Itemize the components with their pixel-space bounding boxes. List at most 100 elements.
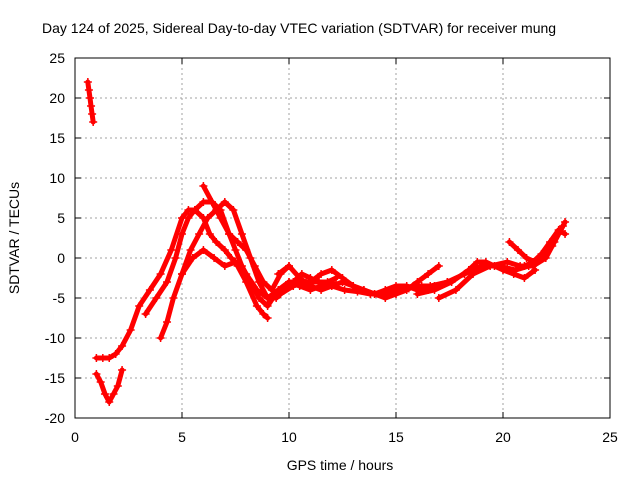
data-point xyxy=(220,246,229,254)
data-point xyxy=(327,282,336,290)
x-tick-label: 5 xyxy=(178,429,186,445)
data-point xyxy=(135,302,144,310)
data-point xyxy=(89,118,98,126)
data-point xyxy=(167,246,176,254)
data-point xyxy=(212,238,221,246)
y-tick-label: -20 xyxy=(45,410,65,426)
data-point xyxy=(503,258,512,266)
data-point xyxy=(242,270,251,278)
data-point xyxy=(109,390,118,398)
plot-frame xyxy=(74,57,611,419)
x-tick-label: 0 xyxy=(71,429,79,445)
data-point xyxy=(105,354,114,362)
data-point xyxy=(87,102,96,110)
data-point xyxy=(190,206,199,214)
data-point xyxy=(252,302,261,310)
y-tick-label: -5 xyxy=(53,290,66,306)
data-point xyxy=(205,230,214,238)
data-point xyxy=(259,278,268,286)
y-tick-label: -15 xyxy=(45,370,65,386)
data-point xyxy=(178,230,186,238)
data-point xyxy=(207,198,216,206)
data-point xyxy=(195,230,204,238)
data-point xyxy=(233,238,242,246)
data-point xyxy=(199,198,208,206)
grid-lines xyxy=(75,58,610,418)
data-point xyxy=(338,274,347,282)
data-point xyxy=(111,350,120,358)
y-tick-label: 20 xyxy=(49,90,65,106)
y-tick-label: 15 xyxy=(49,130,65,146)
data-point xyxy=(409,282,418,290)
data-point xyxy=(113,382,122,390)
chart-title: Day 124 of 2025, Sidereal Day-to-day VTE… xyxy=(42,20,556,36)
y-tick-label: 5 xyxy=(57,210,65,226)
data-point xyxy=(381,286,390,294)
data-point xyxy=(413,290,422,298)
data-point xyxy=(546,238,555,246)
data-point xyxy=(509,270,518,278)
series-track-b xyxy=(92,366,127,406)
data-point xyxy=(220,262,229,270)
data-point xyxy=(306,278,315,286)
data-point xyxy=(85,94,94,102)
y-tick-label: -10 xyxy=(45,330,65,346)
data-point xyxy=(227,254,236,262)
y-tick-label: 10 xyxy=(49,170,65,186)
data-point xyxy=(381,294,390,302)
data-point xyxy=(259,310,268,318)
series-track-a xyxy=(83,78,98,126)
data-point xyxy=(225,230,234,238)
data-point xyxy=(430,286,439,294)
data-point xyxy=(554,226,563,234)
data-point xyxy=(199,182,208,190)
data-point xyxy=(295,274,304,282)
data-point xyxy=(434,294,443,302)
data-point xyxy=(156,334,165,342)
data-point xyxy=(520,274,529,282)
data-point xyxy=(163,278,172,286)
data-point xyxy=(285,278,293,286)
data-point xyxy=(252,286,261,294)
data-point xyxy=(289,282,298,290)
x-tick-label: 25 xyxy=(602,429,618,445)
data-point xyxy=(100,390,109,398)
data-point xyxy=(229,206,238,214)
data-points xyxy=(83,78,570,406)
data-point xyxy=(83,78,92,86)
data-point xyxy=(314,278,323,286)
data-point xyxy=(199,246,208,254)
data-point xyxy=(276,290,285,298)
data-point xyxy=(169,294,178,302)
data-point xyxy=(359,286,368,294)
data-point xyxy=(188,254,197,262)
data-point xyxy=(486,262,495,270)
y-axis-ticks: -20 -15 -10 -5 0 5 10 15 20 25 xyxy=(45,50,610,426)
data-point xyxy=(216,214,225,222)
data-point xyxy=(274,270,283,278)
data-point xyxy=(178,270,186,278)
data-point xyxy=(88,110,97,118)
data-point xyxy=(370,290,379,298)
data-point xyxy=(520,262,529,270)
series-track-o xyxy=(520,226,570,270)
data-point xyxy=(220,198,229,206)
data-point xyxy=(327,266,336,274)
data-point xyxy=(263,314,272,322)
data-point xyxy=(317,286,326,294)
data-point xyxy=(499,266,507,274)
data-point xyxy=(242,246,251,254)
data-point xyxy=(267,286,276,294)
data-point xyxy=(340,286,349,294)
data-point xyxy=(92,370,101,378)
series-trace xyxy=(506,219,568,265)
data-point xyxy=(152,294,161,302)
data-point xyxy=(105,398,114,406)
data-point xyxy=(145,286,154,294)
data-point xyxy=(163,318,172,326)
data-point xyxy=(186,246,195,254)
y-tick-label: 25 xyxy=(49,50,65,66)
data-point xyxy=(349,282,358,290)
